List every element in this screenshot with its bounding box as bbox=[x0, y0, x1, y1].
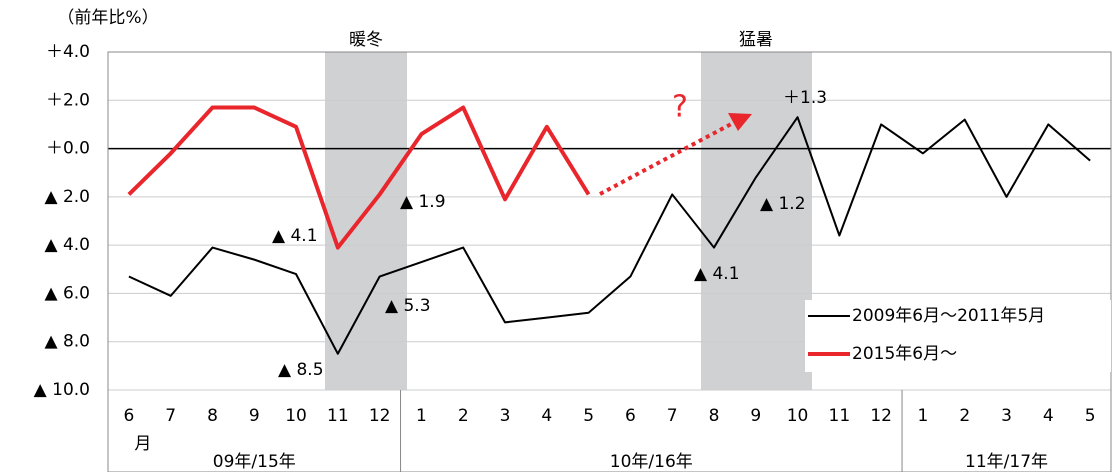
y-tick-label: ▲ 10.0 bbox=[34, 380, 90, 400]
arrow-head bbox=[728, 113, 752, 131]
year-group-label: 11年/17年 bbox=[965, 452, 1048, 472]
y-tick-label: ＋2.0 bbox=[46, 90, 90, 110]
x-tick-label: 1 bbox=[416, 406, 427, 426]
x-tick-label: 2 bbox=[458, 406, 469, 426]
x-tick-label: 5 bbox=[583, 406, 594, 426]
x-tick-label: 7 bbox=[165, 406, 176, 426]
shade-hot-summer bbox=[701, 52, 812, 390]
month-unit: 月 bbox=[134, 434, 151, 454]
x-tick-label: 7 bbox=[667, 406, 678, 426]
y-tick-label: ＋0.0 bbox=[46, 139, 90, 159]
annotation: ▲ 5.3 bbox=[385, 296, 431, 316]
arrow bbox=[599, 120, 736, 196]
annotation: ＋1.3 bbox=[783, 88, 827, 108]
y-tick-label: ▲ 8.0 bbox=[44, 332, 90, 352]
y-tick-label: ＋4.0 bbox=[46, 42, 90, 62]
x-tick-label: 11 bbox=[327, 406, 349, 426]
x-tick-label: 8 bbox=[207, 406, 218, 426]
y-tick-label: ▲ 4.0 bbox=[44, 235, 90, 255]
y-axis-label: （前年比%） bbox=[57, 8, 158, 28]
x-tick-label: 5 bbox=[1085, 406, 1096, 426]
plot-frame bbox=[107, 51, 1112, 472]
x-tick-label: 9 bbox=[249, 406, 260, 426]
x-tick-label: 11 bbox=[829, 406, 851, 426]
annotation: ▲ 4.1 bbox=[694, 264, 740, 284]
x-tick-label: 3 bbox=[1001, 406, 1012, 426]
x-tick-label: 6 bbox=[123, 406, 134, 426]
x-tick-label: 6 bbox=[625, 406, 636, 426]
x-tick-label: 4 bbox=[1043, 406, 1054, 426]
shade-warm-winter bbox=[325, 52, 407, 390]
x-tick-label: 1 bbox=[918, 406, 929, 426]
annotation: ▲ 8.5 bbox=[278, 360, 324, 380]
annotation: ▲ 1.9 bbox=[400, 192, 446, 212]
year-group-label: 10年/16年 bbox=[610, 452, 693, 472]
legend-label: 2015年6月～ bbox=[852, 344, 957, 364]
shade-label: 猛暑 bbox=[739, 30, 773, 50]
year-group-label: 09年/15年 bbox=[213, 452, 296, 472]
x-tick-label: 3 bbox=[500, 406, 511, 426]
series-line bbox=[127, 105, 591, 250]
lines bbox=[127, 105, 1091, 355]
y-tick-label: ▲ 2.0 bbox=[44, 187, 90, 207]
x-tick-label: 10 bbox=[285, 406, 307, 426]
x-tick-label: 4 bbox=[541, 406, 552, 426]
labels: ▲ 10.0 ▲ 8.0 ▲ 6.0 ▲ 4.0 ▲ 2.0 ＋0.0 ＋2.0 ＋4.0 6 7… bbox=[34, 42, 1096, 472]
x-tick-label: 2 bbox=[959, 406, 970, 426]
annotation: ▲ 1.2 bbox=[760, 194, 806, 214]
x-tick-label: 12 bbox=[369, 406, 391, 426]
x-tick-label: 12 bbox=[870, 406, 892, 426]
y-tick-label: ▲ 6.0 bbox=[44, 283, 90, 303]
annotation: ? bbox=[672, 90, 688, 125]
legend-bg bbox=[805, 300, 1111, 372]
x-tick-label: 9 bbox=[750, 406, 761, 426]
annotation: ▲ 4.1 bbox=[272, 226, 318, 246]
legend-label: 2009年6月～2011年5月 bbox=[852, 306, 1045, 326]
x-tick-label: 10 bbox=[787, 406, 809, 426]
shade-label: 暖冬 bbox=[349, 30, 383, 50]
series-line bbox=[128, 116, 1091, 355]
x-tick-label: 8 bbox=[709, 406, 720, 426]
